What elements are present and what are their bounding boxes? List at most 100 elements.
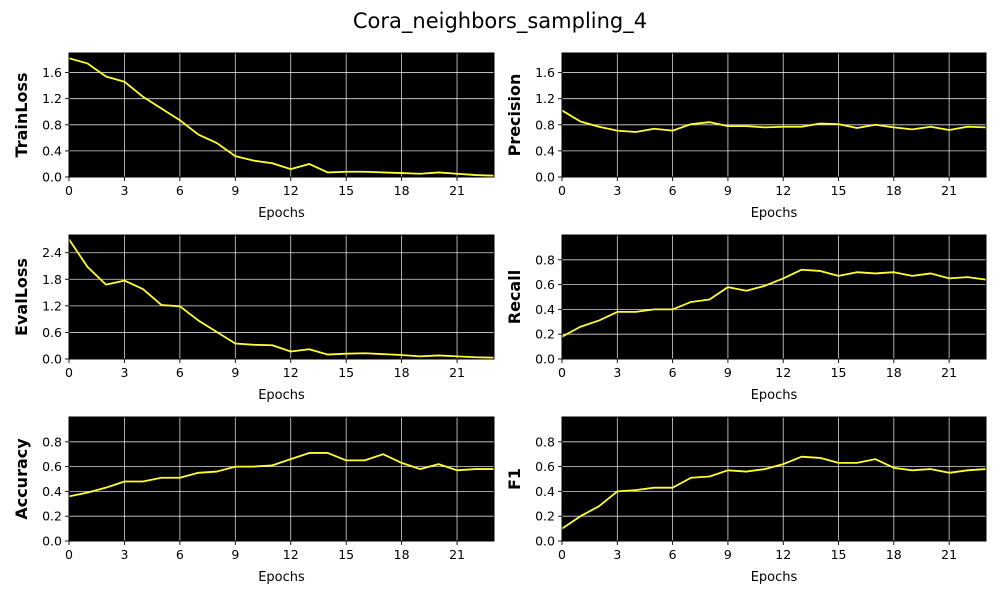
plot-area-recall bbox=[562, 235, 986, 359]
x-tick-label: 9 bbox=[231, 547, 239, 562]
x-tick-label: 6 bbox=[669, 183, 677, 198]
x-tick-label: 18 bbox=[886, 365, 902, 380]
y-tick-label: 1.8 bbox=[42, 272, 62, 287]
x-tick-label: 9 bbox=[724, 183, 732, 198]
x-tick-label: 21 bbox=[941, 183, 957, 198]
y-tick-label: 0.2 bbox=[535, 327, 555, 342]
series-line-accuracy bbox=[68, 452, 494, 498]
x-axis-label: Epochs bbox=[258, 206, 305, 221]
y-tick-label: 0.8 bbox=[42, 117, 62, 132]
y-tick-label: 0.8 bbox=[535, 252, 555, 267]
series-line-f1 bbox=[561, 455, 987, 530]
x-tick-label: 18 bbox=[394, 547, 410, 562]
x-tick-label: 21 bbox=[941, 547, 957, 562]
series-line-precision bbox=[561, 109, 987, 133]
figure-title: Cora_neighbors_sampling_4 bbox=[353, 9, 647, 34]
x-tick-label: 18 bbox=[886, 183, 902, 198]
x-tick-label: 0 bbox=[558, 547, 566, 562]
y-tick-label: 0.4 bbox=[42, 484, 62, 499]
x-tick-label: 0 bbox=[558, 183, 566, 198]
x-tick-label: 6 bbox=[176, 365, 184, 380]
y-tick-label: 0.4 bbox=[535, 143, 555, 158]
x-tick-label: 3 bbox=[120, 365, 128, 380]
y-tick-label: 1.6 bbox=[535, 65, 555, 80]
y-tick-label: 0.2 bbox=[42, 509, 62, 524]
x-axis-label: Epochs bbox=[751, 206, 798, 221]
x-tick-label: 12 bbox=[283, 547, 299, 562]
y-tick-label: 0.0 bbox=[535, 352, 555, 367]
y-tick-label: 0.0 bbox=[535, 170, 555, 185]
x-axis-label: Epochs bbox=[751, 388, 798, 403]
x-tick-label: 3 bbox=[613, 183, 621, 198]
axes-frame bbox=[68, 52, 495, 178]
y-tick-label: 1.2 bbox=[42, 91, 62, 106]
plot-area-trainloss bbox=[69, 53, 494, 177]
subplot-trainloss: 0 3 6 9 12 15 18 21 0.0 0.4 0.8 1.2 1.6 Epochs TrainLo… bbox=[12, 52, 495, 221]
axes-frame bbox=[561, 416, 987, 542]
subplot-f1: 0 3 6 9 12 15 18 21 0.0 0.2 0.4 0.6 0.8 Epochs F1 bbox=[505, 416, 987, 585]
y-tick-label: 0.6 bbox=[42, 459, 62, 474]
y-tick-label: 0.8 bbox=[42, 434, 62, 449]
y-tick-label: 1.6 bbox=[42, 65, 62, 80]
y-tick-label: 0.8 bbox=[535, 434, 555, 449]
x-tick-label: 9 bbox=[231, 183, 239, 198]
y-tick-label: 0.0 bbox=[42, 352, 62, 367]
y-tick-label: 0.2 bbox=[535, 509, 555, 524]
x-tick-label: 12 bbox=[775, 547, 791, 562]
series-line-trainloss bbox=[68, 57, 495, 177]
x-tick-label: 3 bbox=[120, 547, 128, 562]
y-axis-label: Precision bbox=[505, 74, 524, 157]
x-tick-label: 21 bbox=[449, 183, 465, 198]
x-tick-label: 0 bbox=[558, 365, 566, 380]
x-tick-label: 3 bbox=[613, 365, 621, 380]
y-tick-label: 0.8 bbox=[535, 117, 555, 132]
y-tick-label: 0.6 bbox=[42, 325, 62, 340]
x-tick-label: 6 bbox=[176, 547, 184, 562]
x-tick-label: 0 bbox=[65, 365, 73, 380]
y-tick-label: 0.6 bbox=[535, 277, 555, 292]
x-axis-label: Epochs bbox=[751, 570, 798, 585]
x-tick-label: 0 bbox=[65, 547, 73, 562]
plot-area-f1 bbox=[562, 417, 986, 541]
y-tick-label: 2.4 bbox=[42, 245, 62, 260]
y-tick-label: 0.6 bbox=[535, 459, 555, 474]
x-tick-label: 18 bbox=[886, 547, 902, 562]
x-tick-label: 9 bbox=[724, 547, 732, 562]
x-tick-label: 6 bbox=[669, 365, 677, 380]
y-tick-label: 1.2 bbox=[42, 298, 62, 313]
y-tick-label: 0.0 bbox=[42, 534, 62, 549]
x-tick-label: 21 bbox=[449, 547, 465, 562]
y-axis-label: Recall bbox=[505, 270, 524, 324]
series-line-recall bbox=[561, 268, 987, 338]
x-axis-label: Epochs bbox=[258, 388, 305, 403]
x-tick-label: 15 bbox=[831, 547, 847, 562]
x-tick-label: 3 bbox=[120, 183, 128, 198]
plot-area-evalloss bbox=[69, 235, 494, 359]
subplot-recall: 0 3 6 9 12 15 18 21 0.0 0.2 0.4 0.6 0.8 Epochs Recall bbox=[505, 234, 987, 403]
y-axis-label: EvalLoss bbox=[12, 258, 31, 336]
y-axis-label: F1 bbox=[505, 468, 524, 490]
x-tick-label: 6 bbox=[669, 547, 677, 562]
x-tick-label: 15 bbox=[831, 183, 847, 198]
x-tick-label: 12 bbox=[283, 365, 299, 380]
x-tick-label: 3 bbox=[613, 547, 621, 562]
subplot-precision: 0 3 6 9 12 15 18 21 0.0 0.4 0.8 1.2 1.6 Epochs Precisi… bbox=[505, 52, 987, 221]
y-tick-label: 0.4 bbox=[42, 143, 62, 158]
x-tick-label: 9 bbox=[724, 365, 732, 380]
subplots-grid: 0 3 6 9 12 15 18 21 0.0 0.4 0.8 1.2 1.6 Epochs TrainLo… bbox=[12, 52, 987, 585]
x-tick-label: 12 bbox=[283, 183, 299, 198]
x-tick-label: 21 bbox=[941, 365, 957, 380]
x-tick-label: 12 bbox=[775, 183, 791, 198]
x-tick-label: 15 bbox=[831, 365, 847, 380]
y-axis-label: Accuracy bbox=[12, 438, 31, 520]
x-tick-label: 15 bbox=[338, 547, 354, 562]
subplot-accuracy: 0 3 6 9 12 15 18 21 0.0 0.2 0.4 0.6 0.8 Epochs Accurac… bbox=[12, 416, 495, 585]
y-tick-label: 0.0 bbox=[535, 534, 555, 549]
x-tick-label: 21 bbox=[449, 365, 465, 380]
x-tick-label: 9 bbox=[231, 365, 239, 380]
x-tick-label: 18 bbox=[394, 365, 410, 380]
plot-area-accuracy bbox=[69, 417, 494, 541]
axes-frame bbox=[68, 416, 495, 542]
axes-frame bbox=[561, 234, 987, 360]
